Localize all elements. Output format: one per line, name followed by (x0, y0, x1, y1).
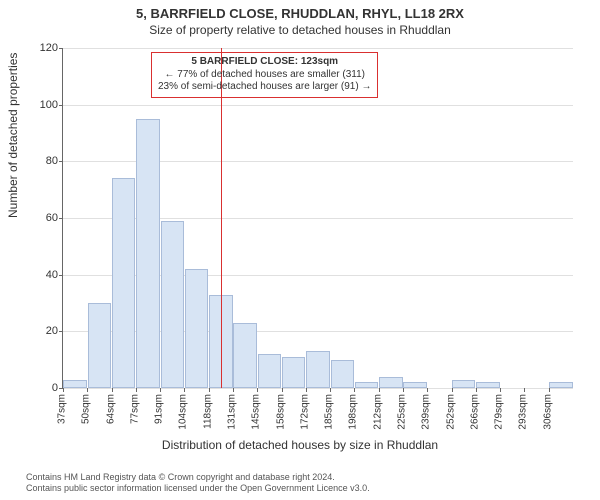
xtick-label: 64sqm (105, 394, 116, 424)
gridline (63, 48, 573, 49)
y-axis-label: Number of detached properties (6, 53, 20, 218)
xtick-label: 212sqm (372, 394, 383, 430)
xtick-label: 293sqm (518, 394, 529, 430)
title-block: 5, BARRFIELD CLOSE, RHUDDLAN, RHYL, LL18… (0, 0, 600, 37)
xtick-mark (354, 388, 355, 392)
ytick-label: 20 (28, 325, 58, 337)
xtick-label: 158sqm (275, 394, 286, 430)
xtick-label: 185sqm (324, 394, 335, 430)
xtick-mark (330, 388, 331, 392)
footer-attribution: Contains HM Land Registry data © Crown c… (26, 472, 370, 495)
histogram-bar (476, 382, 500, 388)
xtick-label: 118sqm (202, 394, 213, 429)
title-line1: 5, BARRFIELD CLOSE, RHUDDLAN, RHYL, LL18… (0, 6, 600, 21)
histogram-bar (355, 382, 379, 388)
xtick-mark (306, 388, 307, 392)
ytick-label: 40 (28, 269, 58, 281)
xtick-mark (282, 388, 283, 392)
ytick-mark (59, 161, 63, 162)
histogram-bar (403, 382, 427, 388)
xtick-mark (524, 388, 525, 392)
histogram-bar (63, 380, 87, 389)
ytick-label: 80 (28, 155, 58, 167)
xtick-mark (63, 388, 64, 392)
chart-container: 5, BARRFIELD CLOSE, RHUDDLAN, RHYL, LL18… (0, 0, 600, 500)
plot-area: 5 BARRFIELD CLOSE: 123sqm ← 77% of detac… (62, 48, 573, 389)
ytick-label: 100 (28, 99, 58, 111)
footer-line2: Contains public sector information licen… (26, 483, 370, 494)
xtick-mark (427, 388, 428, 392)
title-line2: Size of property relative to detached ho… (0, 23, 600, 37)
histogram-bar (306, 351, 330, 388)
xtick-mark (160, 388, 161, 392)
xtick-mark (379, 388, 380, 392)
histogram-bar (112, 178, 136, 388)
histogram-bar (379, 377, 403, 388)
xtick-label: 266sqm (469, 394, 480, 430)
xtick-label: 37sqm (57, 394, 68, 424)
xtick-mark (452, 388, 453, 392)
histogram-bar (136, 119, 160, 388)
xtick-label: 252sqm (445, 394, 456, 430)
xtick-mark (112, 388, 113, 392)
annotation-line2: ← 77% of detached houses are smaller (31… (158, 69, 371, 82)
xtick-label: 239sqm (421, 394, 432, 430)
ytick-mark (59, 218, 63, 219)
xtick-label: 104sqm (178, 394, 189, 430)
histogram-bar (185, 269, 209, 388)
histogram-bar (282, 357, 306, 388)
xtick-label: 172sqm (299, 394, 310, 430)
xtick-mark (257, 388, 258, 392)
xtick-label: 131sqm (227, 394, 238, 430)
xtick-mark (549, 388, 550, 392)
footer-line1: Contains HM Land Registry data © Crown c… (26, 472, 370, 483)
xtick-label: 306sqm (542, 394, 553, 430)
xtick-mark (184, 388, 185, 392)
xtick-label: 279sqm (494, 394, 505, 430)
ytick-mark (59, 275, 63, 276)
gridline (63, 105, 573, 106)
xtick-mark (403, 388, 404, 392)
histogram-bar (161, 221, 185, 388)
ytick-mark (59, 331, 63, 332)
xtick-mark (476, 388, 477, 392)
ytick-label: 120 (28, 42, 58, 54)
xtick-mark (233, 388, 234, 392)
annotation-line3: 23% of semi-detached houses are larger (… (158, 81, 371, 94)
xtick-label: 91sqm (154, 394, 165, 424)
xtick-mark (209, 388, 210, 392)
xtick-label: 50sqm (81, 394, 92, 424)
histogram-bar (549, 382, 573, 388)
xtick-mark (136, 388, 137, 392)
histogram-bar (88, 303, 112, 388)
xtick-label: 225sqm (397, 394, 408, 430)
xtick-mark (87, 388, 88, 392)
gridline (63, 388, 573, 389)
ytick-mark (59, 105, 63, 106)
histogram-bar (258, 354, 282, 388)
xtick-label: 77sqm (129, 394, 140, 424)
ytick-label: 0 (28, 382, 58, 394)
histogram-bar (452, 380, 476, 389)
histogram-bar (331, 360, 355, 388)
x-axis-label: Distribution of detached houses by size … (0, 438, 600, 452)
histogram-bar (233, 323, 257, 388)
ytick-label: 60 (28, 212, 58, 224)
xtick-label: 198sqm (348, 394, 359, 430)
annotation-box: 5 BARRFIELD CLOSE: 123sqm ← 77% of detac… (151, 52, 378, 98)
xtick-label: 145sqm (251, 394, 262, 430)
xtick-mark (500, 388, 501, 392)
annotation-line1: 5 BARRFIELD CLOSE: 123sqm (158, 56, 371, 69)
ytick-mark (59, 48, 63, 49)
marker-line (221, 48, 222, 388)
